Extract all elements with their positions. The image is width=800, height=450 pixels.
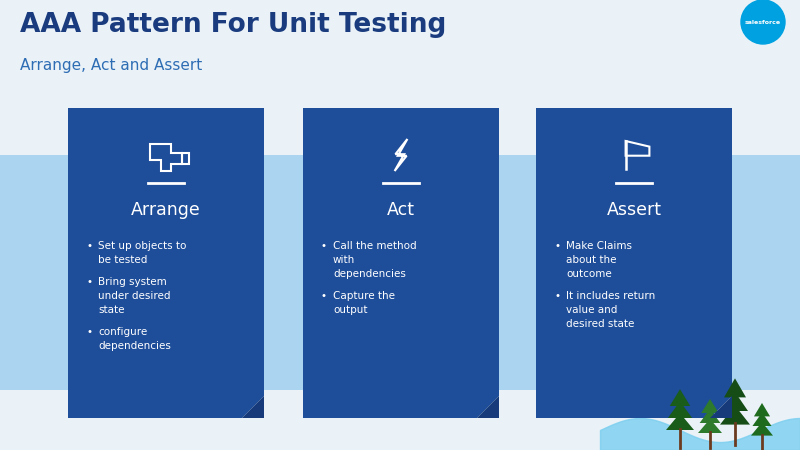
Text: •: • [86, 277, 92, 287]
Text: •: • [86, 241, 92, 251]
Text: dependencies: dependencies [333, 269, 406, 279]
Text: •: • [321, 291, 327, 301]
Text: about the: about the [566, 255, 617, 265]
Polygon shape [751, 422, 773, 436]
Text: •: • [554, 241, 560, 251]
Text: It includes return: It includes return [566, 291, 655, 301]
Text: salesforce: salesforce [745, 19, 781, 24]
Text: outcome: outcome [566, 269, 612, 279]
Text: with: with [333, 255, 355, 265]
Text: be tested: be tested [98, 255, 147, 265]
Text: Act: Act [387, 201, 415, 219]
Text: Call the method: Call the method [333, 241, 417, 251]
Polygon shape [303, 108, 499, 418]
Polygon shape [670, 389, 690, 406]
Polygon shape [754, 403, 770, 416]
Text: output: output [333, 305, 367, 315]
Polygon shape [68, 108, 264, 418]
Polygon shape [701, 399, 718, 413]
Polygon shape [477, 396, 499, 418]
Text: state: state [98, 305, 125, 315]
Polygon shape [724, 378, 746, 397]
Text: •: • [86, 327, 92, 337]
Polygon shape [753, 413, 771, 426]
Text: Assert: Assert [606, 201, 662, 219]
Text: value and: value and [566, 305, 618, 315]
Polygon shape [699, 409, 720, 423]
Polygon shape [710, 396, 732, 418]
Circle shape [741, 0, 785, 44]
Bar [0, 155, 800, 390]
Text: desired state: desired state [566, 319, 634, 329]
Polygon shape [666, 413, 694, 430]
Text: Arrange: Arrange [131, 201, 201, 219]
Text: •: • [321, 241, 327, 251]
Polygon shape [242, 396, 264, 418]
Text: Set up objects to: Set up objects to [98, 241, 186, 251]
Text: under desired: under desired [98, 291, 170, 301]
Polygon shape [536, 108, 732, 418]
Text: dependencies: dependencies [98, 341, 171, 351]
Text: Arrange, Act and Assert: Arrange, Act and Assert [20, 58, 202, 73]
Polygon shape [722, 392, 748, 411]
Text: Bring system: Bring system [98, 277, 166, 287]
Polygon shape [720, 405, 750, 425]
Polygon shape [668, 401, 692, 418]
Text: AAA Pattern For Unit Testing: AAA Pattern For Unit Testing [20, 12, 446, 38]
Text: configure: configure [98, 327, 147, 337]
Polygon shape [698, 419, 722, 433]
Text: Capture the: Capture the [333, 291, 395, 301]
Text: Make Claims: Make Claims [566, 241, 632, 251]
Text: •: • [554, 291, 560, 301]
